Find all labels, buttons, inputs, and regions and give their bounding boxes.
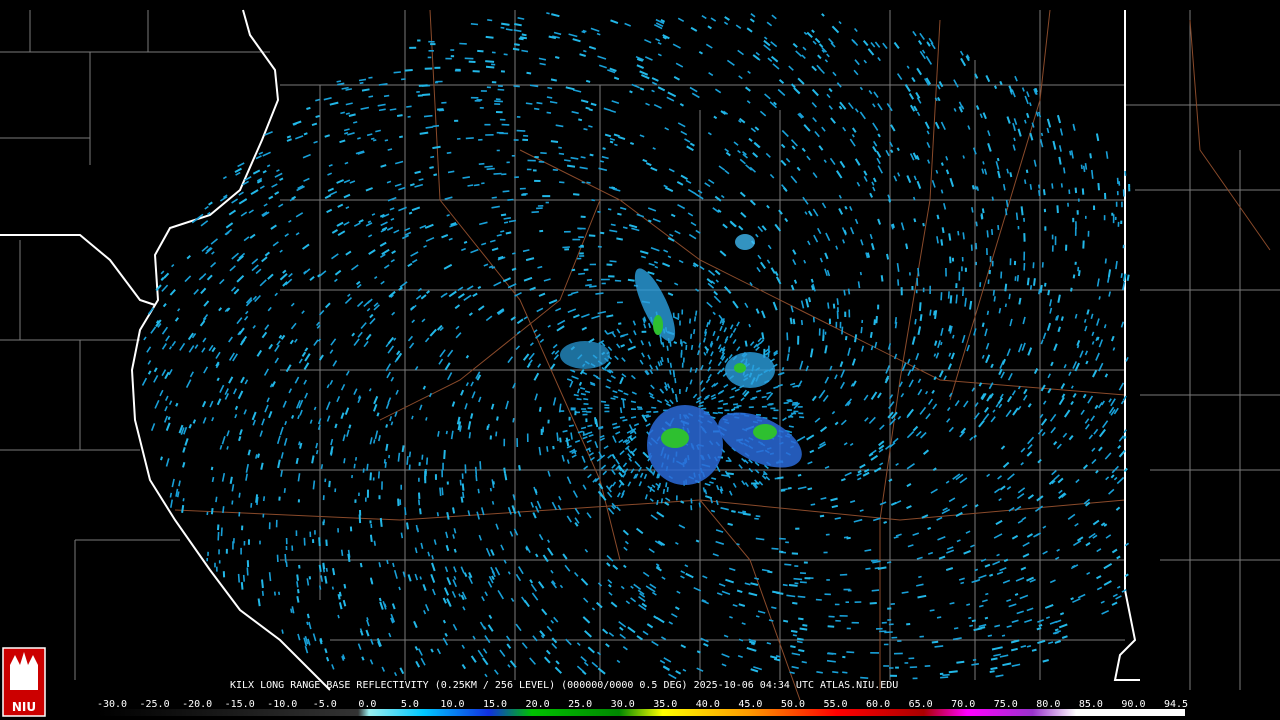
scale-label: 94.5 [1164, 699, 1188, 710]
scale-label: 50.0 [781, 699, 805, 710]
scale-label: -15.0 [225, 699, 255, 710]
scale-label: 30.0 [611, 699, 635, 710]
scale-label: 55.0 [823, 699, 847, 710]
scale-label: 10.0 [440, 699, 464, 710]
radar-returns [141, 12, 1130, 680]
scale-label: 60.0 [866, 699, 890, 710]
scale-label: -30.0 [97, 699, 127, 710]
scale-label: 25.0 [568, 699, 592, 710]
color-scale-bar [97, 709, 1185, 716]
scale-label: 45.0 [738, 699, 762, 710]
caption: KILX LONG RANGE BASE REFLECTIVITY (0.25K… [230, 680, 898, 691]
scale-label: 90.0 [1121, 699, 1145, 710]
scale-label: -5.0 [313, 699, 337, 710]
color-scale-labels: -30.0 -25.0 -20.0 -15.0 -10.0 -5.0 0.0 5.0 10.0 1… [97, 699, 1188, 710]
scale-label: 20.0 [526, 699, 550, 710]
scale-label: -10.0 [267, 699, 297, 710]
scale-label: 70.0 [951, 699, 975, 710]
highways [174, 9, 1271, 701]
state-borders [0, 9, 1140, 691]
scale-label: 85.0 [1079, 699, 1103, 710]
scale-label: 75.0 [994, 699, 1018, 710]
scale-label: 40.0 [696, 699, 720, 710]
scale-label: 35.0 [653, 699, 677, 710]
scale-label: -20.0 [182, 699, 212, 710]
scale-label: 65.0 [909, 699, 933, 710]
echo-cores [560, 234, 802, 485]
county-lines [0, 10, 1280, 690]
scale-label: -25.0 [140, 699, 170, 710]
radar-returns-strong [147, 13, 1131, 677]
scale-label: 80.0 [1036, 699, 1060, 710]
logo: NIU [2, 647, 46, 717]
scale-label: 15.0 [483, 699, 507, 710]
scale-label: 0.0 [358, 699, 376, 710]
scale-label: 5.0 [401, 699, 419, 710]
logo-text: NIU [12, 700, 36, 714]
